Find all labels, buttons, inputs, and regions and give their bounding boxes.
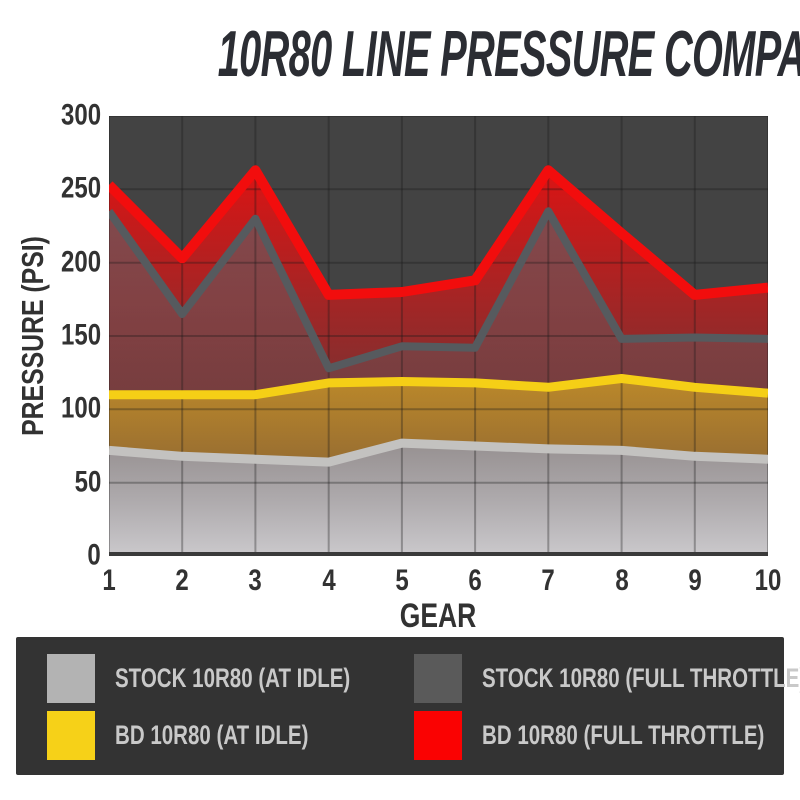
legend-label-stock-idle: STOCK 10R80 (AT IDLE) [115,663,351,693]
legend-label-stock-full-throttle: STOCK 10R80 (FULL THROTTLE) [482,663,800,693]
legend-item-bd-full-throttle: BD 10R80 (FULL THROTTLE) [414,711,800,760]
x-tick-label: 9 [688,564,702,597]
x-tick-label: 1 [102,564,116,597]
x-tick-label: 4 [321,564,336,597]
y-tick-label: 150 [60,318,101,352]
x-tick-label: 2 [175,564,189,597]
legend-item-stock-full-throttle: STOCK 10R80 (FULL THROTTLE) [414,654,800,703]
chart-title: 10R80 LINE PRESSURE COMPARISON [217,17,800,91]
x-tick-label: 6 [468,564,482,597]
legend-item-stock-idle: STOCK 10R80 (AT IDLE) [47,654,414,703]
legend-label-bd-full-throttle: BD 10R80 (FULL THROTTLE) [482,720,765,750]
legend-swatch-stock-idle [47,654,95,703]
y-tick-label: 50 [74,464,101,498]
x-tick-label: 8 [614,564,629,597]
legend-swatch-bd-idle [47,711,95,760]
y-tick-label: 250 [60,171,101,205]
legend-label-bd-idle: BD 10R80 (AT IDLE) [115,720,309,750]
y-axis-title: PRESSURE (PSI) [15,236,50,436]
y-tick-label: 300 [60,98,101,132]
x-axis-title: GEAR [399,597,477,635]
x-tick-label: 10 [754,564,782,597]
y-tick-label: 100 [60,391,101,425]
legend-swatch-bd-full-throttle [414,711,462,760]
legend: STOCK 10R80 (AT IDLE) STOCK 10R80 (FULL … [16,637,800,775]
y-tick-label: 0 [87,538,101,572]
x-tick-label: 3 [248,564,263,597]
y-tick-label: 200 [60,244,101,278]
legend-swatch-stock-full-throttle [414,654,462,703]
legend-item-bd-idle: BD 10R80 (AT IDLE) [47,711,414,760]
x-tick-label: 7 [541,564,556,597]
x-tick-label: 5 [395,564,409,597]
pressure-chart [109,116,768,556]
